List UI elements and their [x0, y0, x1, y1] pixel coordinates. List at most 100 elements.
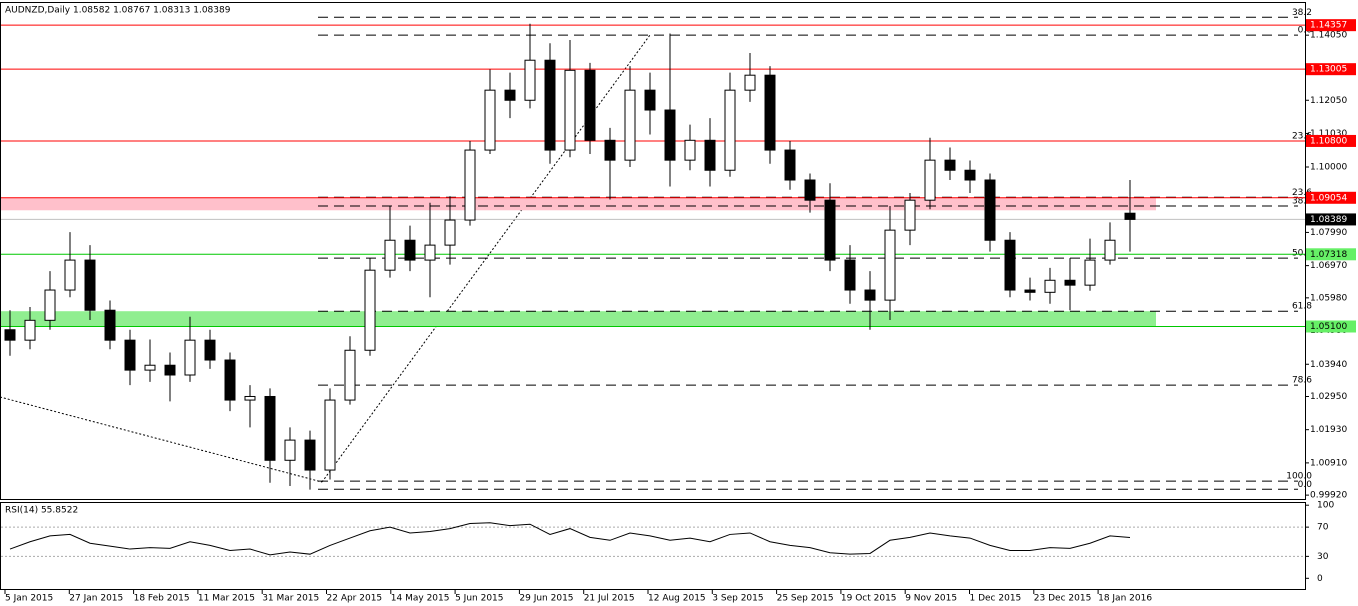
candle-body — [44, 289, 56, 321]
candle-body — [1084, 259, 1096, 286]
x-tick-label: 5 Jun 2015 — [455, 594, 503, 604]
candle-body — [584, 69, 596, 141]
chart-title: AUDNZD,Daily 1.08582 1.08767 1.08313 1.0… — [5, 6, 231, 16]
y-tick-label: 1.02950 — [1310, 392, 1347, 402]
fib-label: 78.6 — [1292, 376, 1312, 386]
candle-body — [684, 139, 696, 161]
candle-body — [124, 339, 136, 371]
trendline — [0, 396, 323, 483]
candle-body — [24, 319, 36, 341]
candle-body — [424, 244, 436, 261]
candle-body — [884, 229, 896, 301]
candle-body — [824, 199, 836, 261]
candle-body — [864, 289, 876, 301]
rsi-panel — [0, 502, 1306, 590]
candle-body — [284, 439, 296, 461]
x-tick-label: 18 Jan 2016 — [1098, 594, 1152, 604]
price-band — [1, 197, 1156, 211]
level-label: 1.05100 — [1310, 322, 1347, 332]
candle-body — [224, 359, 236, 401]
rsi-y-tick-label: 70 — [1317, 523, 1329, 533]
candle-body — [104, 309, 116, 341]
x-tick-label: 27 Jan 2015 — [69, 594, 123, 604]
candle-body — [744, 74, 756, 91]
x-tick-label: 23 Dec 2015 — [1034, 594, 1092, 604]
level-label-box — [1306, 320, 1356, 333]
candle-body — [1064, 279, 1076, 286]
y-tick-label: 1.00910 — [1310, 458, 1347, 468]
candle-body — [84, 259, 96, 311]
price-band — [1, 311, 1156, 327]
fib-label: 0.0 — [1298, 26, 1313, 36]
candle-body — [4, 329, 16, 341]
level-label: 1.07318 — [1310, 250, 1347, 260]
level-label-box — [1306, 63, 1356, 76]
candle-body — [384, 239, 396, 271]
candle-body — [904, 199, 916, 231]
candle-body — [1104, 239, 1116, 261]
x-tick-label: 11 Mar 2015 — [198, 594, 255, 604]
x-tick-label: 29 Jun 2015 — [519, 594, 573, 604]
candle-body — [1124, 212, 1136, 220]
current-price-label-box — [1306, 213, 1356, 226]
y-tick-label: 1.01930 — [1310, 425, 1347, 435]
x-tick-label: 5 Jan 2015 — [5, 594, 53, 604]
fib-label: 38.2 — [1292, 197, 1312, 207]
candle-body — [984, 179, 996, 241]
y-tick-label: 1.14050 — [1310, 31, 1347, 41]
y-tick-label: 1.10000 — [1310, 162, 1347, 172]
rsi-y-tick-label: 100 — [1317, 501, 1334, 511]
fib-label: 61.8 — [1292, 302, 1312, 312]
candle-body — [244, 395, 256, 401]
candle-body — [924, 159, 936, 201]
x-tick-label: 19 Oct 2015 — [841, 594, 897, 604]
x-tick-label: 22 Apr 2015 — [327, 594, 383, 604]
x-tick-label: 18 Feb 2015 — [134, 594, 190, 604]
level-label: 1.14357 — [1310, 21, 1347, 31]
level-label-box — [1306, 248, 1356, 261]
candle-body — [304, 439, 316, 471]
level-label: 1.13005 — [1310, 65, 1347, 75]
candle-body — [184, 339, 196, 376]
candle-body — [64, 259, 76, 291]
y-tick-label: 1.11030 — [1310, 129, 1347, 139]
current-price-label: 1.08389 — [1310, 215, 1347, 225]
level-label-box — [1306, 19, 1356, 32]
rsi-title: RSI(14) 55.8522 — [5, 506, 78, 516]
y-tick-label: 1.05980 — [1310, 293, 1347, 303]
candle-body — [544, 59, 556, 151]
candle-body — [564, 69, 576, 151]
y-tick-label: 1.03940 — [1310, 360, 1347, 370]
candle-body — [604, 139, 616, 161]
y-tick-label: 1.06970 — [1310, 261, 1347, 271]
rsi-y-tick-label: 30 — [1317, 552, 1329, 562]
candle-body — [504, 89, 516, 101]
candle-body — [344, 349, 356, 401]
level-label-box — [1306, 134, 1356, 147]
candle-body — [704, 139, 716, 171]
candle-body — [644, 89, 656, 111]
level-label-box — [1306, 191, 1356, 204]
candle-body — [444, 219, 456, 246]
fib-label: 23.6 — [1292, 188, 1312, 198]
candle-body — [364, 269, 376, 351]
candle-body — [964, 169, 976, 181]
x-tick-label: 12 Aug 2015 — [648, 594, 706, 604]
fib-label: 23.6 — [1292, 131, 1312, 141]
candle-body — [324, 399, 336, 471]
candle-body — [624, 89, 636, 161]
fib-label: 100.0 — [1286, 472, 1312, 482]
candle-body — [944, 159, 956, 171]
candle-body — [164, 364, 176, 376]
candle-body — [524, 59, 536, 101]
main-panel — [0, 2, 1306, 500]
x-tick-label: 31 Mar 2015 — [262, 594, 319, 604]
fib-label: 38.2 — [1292, 8, 1312, 18]
x-tick-label: 9 Nov 2015 — [905, 594, 957, 604]
candle-body — [844, 259, 856, 291]
candle-body — [804, 179, 816, 201]
x-tick-label: 21 Jul 2015 — [584, 594, 635, 604]
candle-body — [784, 149, 796, 181]
fib-label: 0.0 — [1298, 480, 1313, 490]
